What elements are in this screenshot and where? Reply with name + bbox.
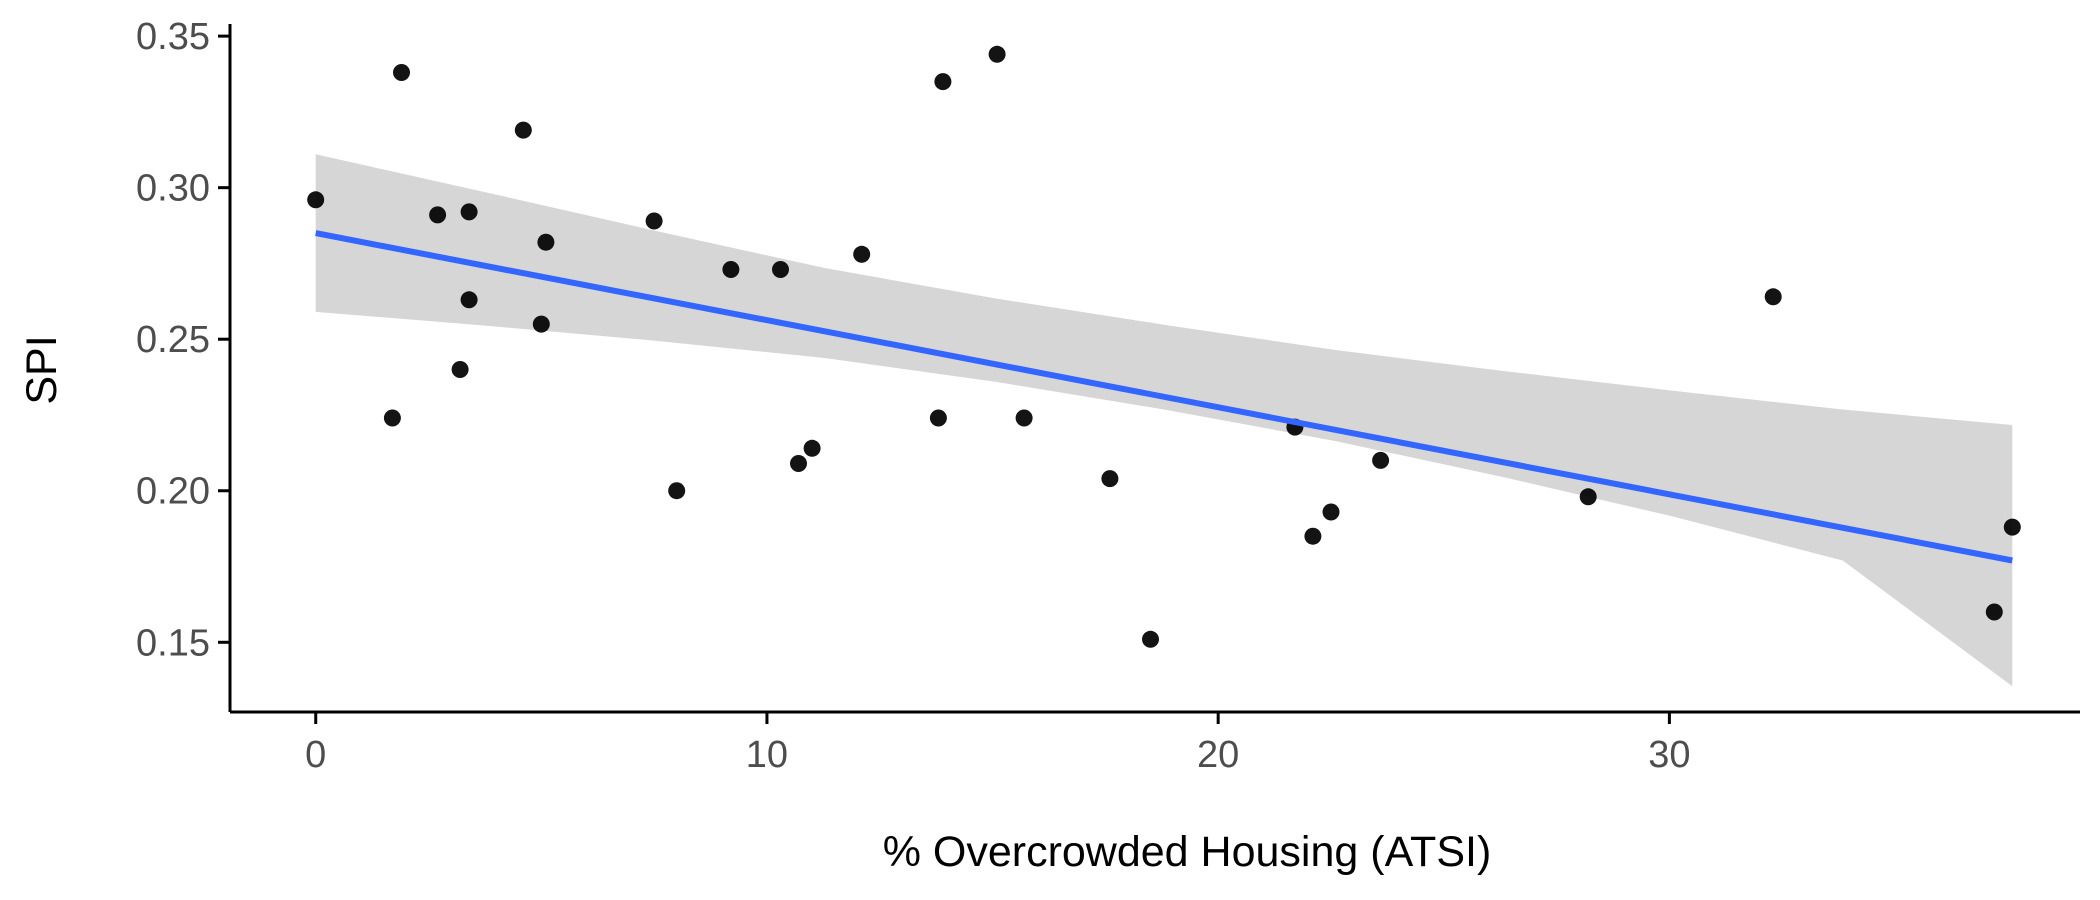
data-point (460, 291, 478, 309)
data-point (934, 73, 952, 91)
data-point (429, 206, 447, 224)
y-ticks: 0.15 0.20 0.25 0.30 0.35 (136, 16, 230, 664)
data-point (803, 439, 821, 457)
y-axis-title: SPI (18, 335, 66, 404)
data-point (1015, 409, 1033, 427)
data-point (1764, 288, 1782, 306)
data-point (1372, 451, 1390, 469)
data-point (537, 233, 555, 251)
data-point (451, 361, 469, 378)
data-point (307, 191, 325, 209)
data-point (1101, 470, 1119, 488)
y-tick-label: 0.20 (136, 471, 210, 513)
data-point (2003, 518, 2021, 536)
data-point (1142, 630, 1159, 648)
data-point (460, 203, 478, 221)
y-tick-label: 0.15 (136, 622, 210, 664)
y-tick-label: 0.30 (136, 168, 210, 210)
data-point (514, 121, 532, 139)
x-tick-label: 0 (305, 734, 326, 776)
data-point (383, 409, 401, 427)
data-point (722, 261, 740, 278)
data-point (393, 64, 410, 81)
x-axis-title: % Overcrowded Housing (ATSI) (883, 828, 1492, 876)
x-tick-label: 10 (746, 734, 788, 776)
x-tick-label: 30 (1648, 734, 1690, 776)
data-point (645, 212, 663, 230)
data-point (1304, 527, 1322, 545)
data-point (772, 261, 789, 278)
x-ticks: 0 10 20 30 (305, 712, 1691, 776)
fit-line-layer (315, 230, 2013, 564)
confidence-band (315, 154, 2013, 687)
data-point (1985, 603, 2003, 621)
data-point (790, 455, 807, 472)
data-point (668, 482, 686, 500)
data-point (1579, 488, 1597, 506)
axes-layer (228, 24, 2080, 714)
confidence-band-layer (315, 154, 2013, 687)
x-tick-label: 20 (1197, 734, 1239, 776)
data-point (929, 409, 947, 427)
data-point (853, 245, 871, 263)
data-point (532, 315, 550, 333)
y-tick-label: 0.25 (136, 319, 210, 361)
data-point (988, 45, 1006, 63)
data-point (1322, 503, 1340, 521)
y-tick-label: 0.35 (136, 16, 210, 58)
fit-line (315, 230, 2013, 564)
